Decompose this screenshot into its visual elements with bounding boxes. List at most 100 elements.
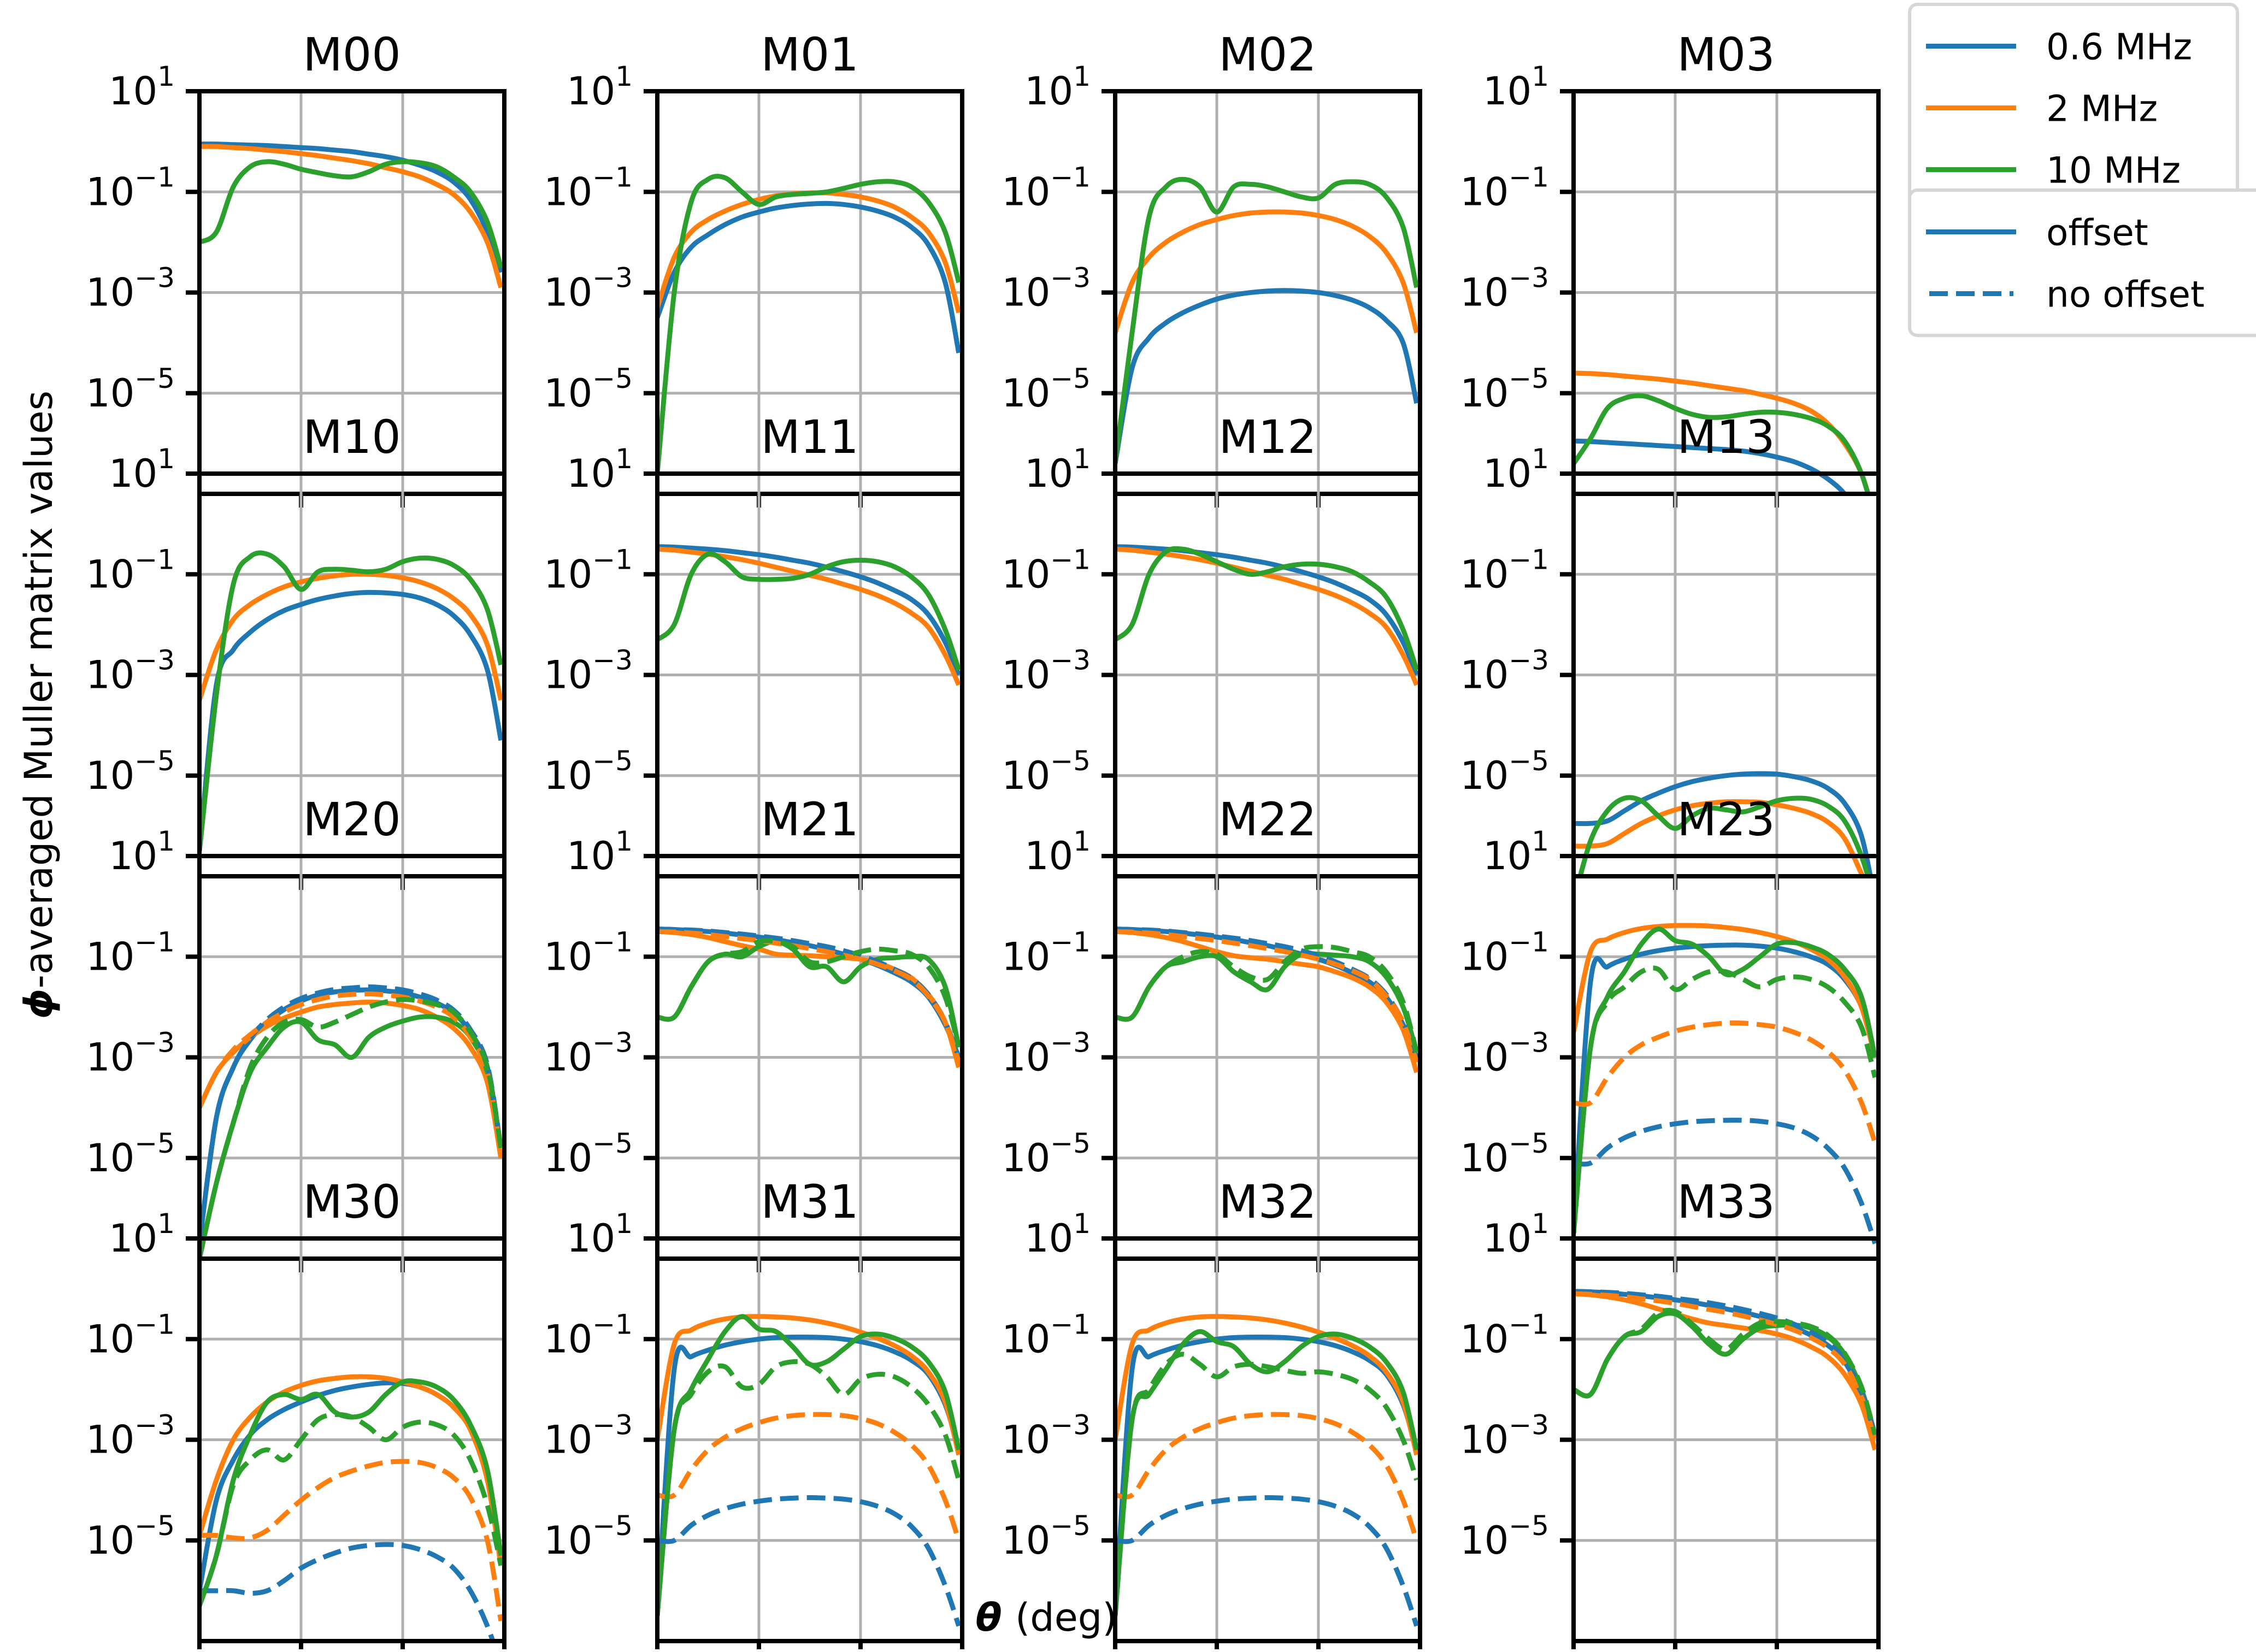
series-line-0-6-mhz-offset bbox=[657, 1334, 962, 1616]
series-line-10-mhz-no-offset bbox=[199, 1412, 504, 1607]
y-tick-label: 10−3 bbox=[86, 1409, 175, 1462]
y-tick-label: 10−1 bbox=[1460, 1308, 1549, 1361]
y-tick-label: 10−1 bbox=[1460, 926, 1549, 979]
legend-label: 0.6 MHz bbox=[2046, 26, 2192, 68]
series-line-10-mhz-offset bbox=[1577, 795, 1871, 876]
y-tick-label: 10−1 bbox=[1002, 544, 1091, 597]
series-group bbox=[1574, 771, 1873, 876]
y-tick-label: 10−1 bbox=[1002, 926, 1091, 979]
y-tick-label: 101 bbox=[567, 443, 633, 496]
series-group bbox=[1574, 923, 1878, 1244]
y-tick-label: 101 bbox=[567, 1208, 633, 1261]
y-tick-label: 10−3 bbox=[1460, 645, 1549, 698]
series-group bbox=[657, 1314, 962, 1627]
series-line-0-6-mhz-offset bbox=[1115, 288, 1419, 464]
series-group bbox=[199, 984, 504, 1259]
series-line-0-6-mhz-offset bbox=[657, 200, 962, 353]
y-tick-label: 10−5 bbox=[86, 745, 175, 798]
y-tick-label: 101 bbox=[567, 825, 633, 878]
subplot-m12: 101 10−1 10−3 10−5 M12 bbox=[1002, 410, 1422, 890]
series-line-2-mhz-no-offset bbox=[1115, 929, 1419, 1064]
y-tick-label: 10−5 bbox=[1002, 1128, 1091, 1181]
series-line-0-6-mhz-no-offset bbox=[1574, 1117, 1878, 1244]
y-tick-label: 10−5 bbox=[544, 745, 633, 798]
subplot-m22: 101 10−1 10−3 10−5 M22 bbox=[1002, 793, 1422, 1272]
series-line-2-mhz-offset bbox=[199, 571, 504, 701]
series-line-10-mhz-offset bbox=[1115, 176, 1419, 464]
y-tick-label: 101 bbox=[1024, 443, 1091, 496]
series-group bbox=[199, 141, 504, 288]
series-group bbox=[1115, 544, 1419, 686]
legend-label: no offset bbox=[2046, 274, 2205, 316]
series-line-0-6-mhz-offset bbox=[1115, 544, 1419, 676]
subplot-m23: 101 10−1 10−3 10−5 M23 bbox=[1460, 793, 1881, 1272]
legend-label: 10 MHz bbox=[2046, 150, 2181, 192]
y-tick-label: 10−1 bbox=[86, 926, 175, 979]
y-tick-label: 10−5 bbox=[544, 1510, 633, 1563]
y-tick-label: 10−5 bbox=[1460, 1128, 1549, 1181]
y-tick-label: 10−1 bbox=[86, 544, 175, 597]
subplot-m02: 101 10−1 10−3 10−5 M02 bbox=[1002, 28, 1422, 508]
y-tick-label: 10−3 bbox=[544, 262, 633, 315]
subplot-title: M22 bbox=[1218, 793, 1316, 846]
series-group bbox=[1115, 927, 1419, 1073]
series-group bbox=[199, 550, 504, 852]
legend-label: 2 MHz bbox=[2046, 88, 2158, 130]
y-tick-label: 10−3 bbox=[86, 262, 175, 315]
series-line-2-mhz-no-offset bbox=[1574, 1291, 1878, 1441]
y-tick-label: 10−1 bbox=[86, 161, 175, 214]
y-tick-label: 10−1 bbox=[544, 544, 633, 597]
series-line-10-mhz-offset bbox=[657, 1314, 962, 1616]
y-tick-label: 101 bbox=[567, 61, 633, 114]
subplot-m01: 101 10−1 10−3 10−5 M01 bbox=[544, 28, 964, 508]
subplot-title: M03 bbox=[1677, 28, 1775, 81]
y-tick-label: 101 bbox=[1483, 1208, 1549, 1261]
y-tick-label: 10−3 bbox=[86, 1027, 175, 1080]
subplot-title: M11 bbox=[761, 410, 858, 464]
y-tick-label: 10−1 bbox=[1002, 1308, 1091, 1361]
series-line-0-6-mhz-offset bbox=[657, 544, 961, 676]
series-line-0-6-mhz-offset bbox=[657, 927, 961, 1059]
series-line-0-6-mhz-offset bbox=[1574, 1289, 1878, 1436]
y-axis-label: ϕ-averaged Muller matrix values bbox=[16, 391, 61, 1019]
series-line-2-mhz-offset bbox=[1574, 1291, 1878, 1451]
series-group bbox=[199, 1374, 504, 1641]
series-line-0-6-mhz-offset bbox=[1115, 1334, 1419, 1616]
subplot-title: M02 bbox=[1218, 28, 1316, 81]
y-tick-label: 10−1 bbox=[544, 926, 633, 979]
subplot-title: M21 bbox=[761, 793, 858, 846]
series-line-2-mhz-offset bbox=[657, 190, 962, 314]
y-tick-label: 10−3 bbox=[544, 645, 633, 698]
series-line-10-mhz-no-offset bbox=[1115, 944, 1419, 1053]
series-line-0-6-mhz-offset bbox=[1574, 942, 1878, 1234]
subplot-title: M31 bbox=[761, 1175, 858, 1229]
y-tick-label: 10−3 bbox=[544, 1409, 633, 1462]
series-line-10-mhz-no-offset bbox=[199, 997, 504, 1259]
y-tick-label: 10−1 bbox=[1460, 544, 1549, 597]
subplot-m20: 101 10−1 10−3 10−5 M20 bbox=[86, 793, 506, 1272]
series-line-10-mhz-offset bbox=[1115, 1329, 1419, 1616]
series-line-2-mhz-offset bbox=[1115, 1314, 1419, 1456]
series-line-0-6-mhz-no-offset bbox=[657, 1495, 962, 1627]
subplot-title: M01 bbox=[761, 28, 858, 81]
series-line-10-mhz-offset bbox=[657, 174, 962, 474]
series-line-10-mhz-offset bbox=[1115, 951, 1419, 1053]
series-line-2-mhz-offset bbox=[657, 1314, 962, 1456]
y-tick-label: 101 bbox=[1483, 443, 1549, 496]
series-line-2-mhz-offset bbox=[199, 144, 504, 288]
subplot-title: M10 bbox=[303, 410, 400, 464]
subplot-grid: 10110−110−310−5M0010110−110−310−5M011011… bbox=[86, 28, 1881, 1652]
y-tick-label: 10−5 bbox=[86, 363, 175, 416]
series-line-10-mhz-offset bbox=[1574, 927, 1878, 1234]
series-line-0-6-mhz-no-offset bbox=[1115, 1495, 1419, 1627]
series-line-10-mhz-offset bbox=[1574, 1311, 1878, 1436]
y-tick-label: 101 bbox=[1483, 825, 1549, 878]
y-tick-label: 10−3 bbox=[1460, 1409, 1549, 1462]
subplot-m10: 101 10−1 10−3 10−5 M10 bbox=[86, 410, 506, 890]
series-line-10-mhz-offset bbox=[1574, 393, 1871, 494]
y-tick-label: 10−1 bbox=[1460, 161, 1549, 214]
subplot-m00: 101 10−1 10−3 10−5 M00 bbox=[86, 28, 506, 508]
